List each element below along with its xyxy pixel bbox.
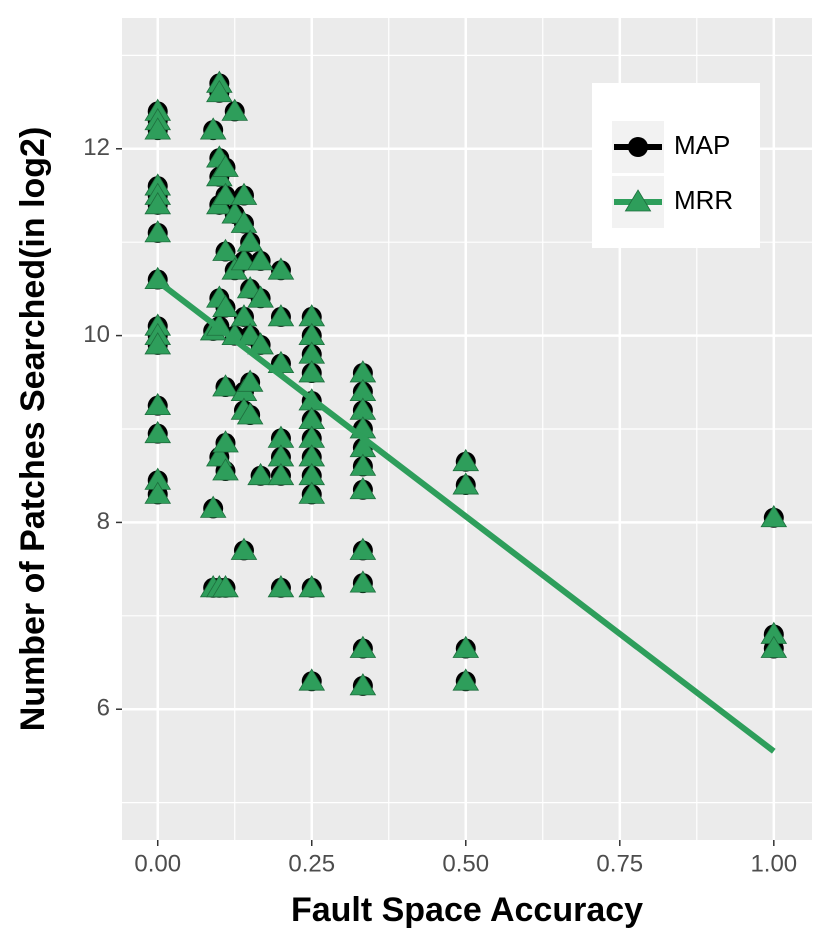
- point: [247, 462, 274, 486]
- point: [247, 248, 274, 271]
- point: [247, 332, 274, 355]
- point: [212, 294, 239, 317]
- point: [144, 332, 172, 355]
- point: [349, 537, 377, 560]
- x-tick-label: 0.00: [134, 850, 181, 877]
- point: [298, 575, 326, 598]
- point: [349, 673, 377, 696]
- point: [144, 192, 172, 215]
- point: [236, 229, 264, 252]
- y-tick-label: 12: [83, 134, 110, 161]
- point: [199, 495, 227, 518]
- point: [298, 360, 326, 383]
- point: [144, 220, 172, 243]
- legend-label: MAP: [674, 130, 730, 160]
- point: [267, 257, 295, 280]
- point: [230, 304, 258, 327]
- point: [230, 248, 258, 271]
- point: [267, 462, 295, 486]
- point: [230, 210, 258, 233]
- point: [199, 117, 227, 140]
- point: [267, 575, 295, 598]
- point: [452, 472, 480, 495]
- point: [236, 369, 264, 392]
- marks: [144, 70, 788, 754]
- point: [236, 402, 264, 425]
- point: [144, 117, 172, 140]
- point: [349, 453, 377, 476]
- y-axis-title: Number of Patches Searched(in log2): [14, 127, 52, 732]
- point: [212, 154, 239, 177]
- y-tick-label: 6: [97, 695, 110, 722]
- point: [247, 285, 274, 308]
- point: [349, 476, 377, 500]
- legend-key-marker: [624, 189, 652, 212]
- x-tick-label: 0.25: [288, 850, 335, 877]
- x-tick-label: 1.00: [750, 850, 797, 877]
- point: [212, 430, 239, 453]
- point: [212, 575, 239, 598]
- x-tick-label: 0.75: [596, 850, 643, 877]
- point: [760, 635, 788, 658]
- point: [298, 481, 326, 504]
- point: [221, 98, 249, 121]
- point: [144, 420, 172, 444]
- point: [452, 635, 480, 658]
- point: [349, 570, 377, 593]
- legend: MAP MRR: [592, 83, 760, 248]
- trend-line: [155, 279, 776, 754]
- point: [230, 537, 258, 560]
- point: [349, 635, 377, 658]
- point: [144, 481, 172, 504]
- point: [452, 668, 480, 691]
- point: [298, 668, 326, 691]
- point: [206, 79, 233, 103]
- legend-label: MRR: [674, 185, 733, 215]
- point: [212, 458, 239, 481]
- point: [452, 448, 480, 472]
- point: [212, 374, 239, 397]
- x-axis-title: Fault Space Accuracy: [291, 891, 643, 929]
- point: [760, 504, 788, 528]
- legend-key-marker: [628, 137, 648, 157]
- y-tick-label: 10: [83, 321, 110, 348]
- x-tick-label: 0.50: [442, 850, 489, 877]
- point: [212, 182, 239, 205]
- point: [144, 392, 172, 416]
- y-tick-label: 8: [97, 508, 110, 535]
- point: [212, 238, 239, 261]
- point: [230, 182, 258, 205]
- point: [267, 304, 295, 327]
